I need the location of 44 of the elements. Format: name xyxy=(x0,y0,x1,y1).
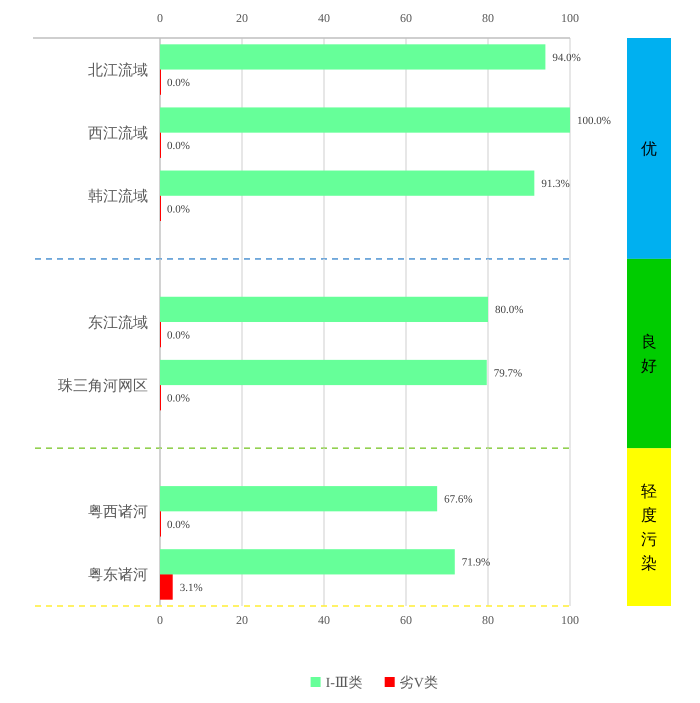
data-label: 3.1% xyxy=(180,582,203,594)
y-tick-label: 西江流域 xyxy=(88,124,148,142)
y-tick-label: 珠三角河网区 xyxy=(58,377,148,394)
y-tick-label: 粤东诸河 xyxy=(88,566,148,584)
data-label: 79.7% xyxy=(494,367,522,380)
data-label: 0.0% xyxy=(167,203,190,216)
data-label: 0.0% xyxy=(167,140,190,152)
bar xyxy=(160,574,173,600)
text: 轻度污染 xyxy=(641,484,657,573)
data-label: 80.0% xyxy=(495,304,524,316)
data-label: 0.0% xyxy=(167,392,190,405)
bar xyxy=(160,107,570,133)
text: 优 xyxy=(641,141,657,158)
bar xyxy=(160,549,455,574)
x-tick-label: 20 xyxy=(236,613,248,628)
x2-tick-label: 80 xyxy=(482,11,494,26)
x-tick-label: 0 xyxy=(157,613,163,628)
x-tick-label: 100 xyxy=(561,613,579,628)
data-label: 100.0% xyxy=(577,114,611,127)
data-label: 91.3% xyxy=(541,178,570,190)
y-tick-label: 东江流域 xyxy=(88,314,148,332)
data-label: 71.9% xyxy=(462,556,490,569)
bar xyxy=(160,44,546,70)
data-label: 94.0% xyxy=(552,52,581,64)
bar xyxy=(160,486,438,512)
legend-label: 劣V类 xyxy=(400,674,438,691)
x2-tick-label: 100 xyxy=(561,11,579,26)
data-label: 0.0% xyxy=(167,518,190,531)
y-tick-label: 韩江流域 xyxy=(88,188,148,206)
x2-tick-label: 60 xyxy=(400,11,412,26)
x-tick-label: 60 xyxy=(400,613,412,628)
y-tick-label: 粤西诸河 xyxy=(88,504,148,521)
x-tick-label: 40 xyxy=(318,613,330,628)
text: 良好 xyxy=(641,333,657,376)
x-tick-label: 80 xyxy=(482,613,494,628)
data-label: 67.6% xyxy=(444,494,473,506)
x2-tick-label: 20 xyxy=(236,11,248,26)
x2-tick-label: 40 xyxy=(318,11,330,26)
legend-label: I-Ⅲ类 xyxy=(326,674,362,691)
x2-tick-label: 0 xyxy=(157,11,163,26)
bar xyxy=(160,170,534,196)
y-tick-label: 北江流域 xyxy=(88,62,148,79)
data-label: 0.0% xyxy=(167,77,190,90)
data-label: 0.0% xyxy=(167,329,190,342)
